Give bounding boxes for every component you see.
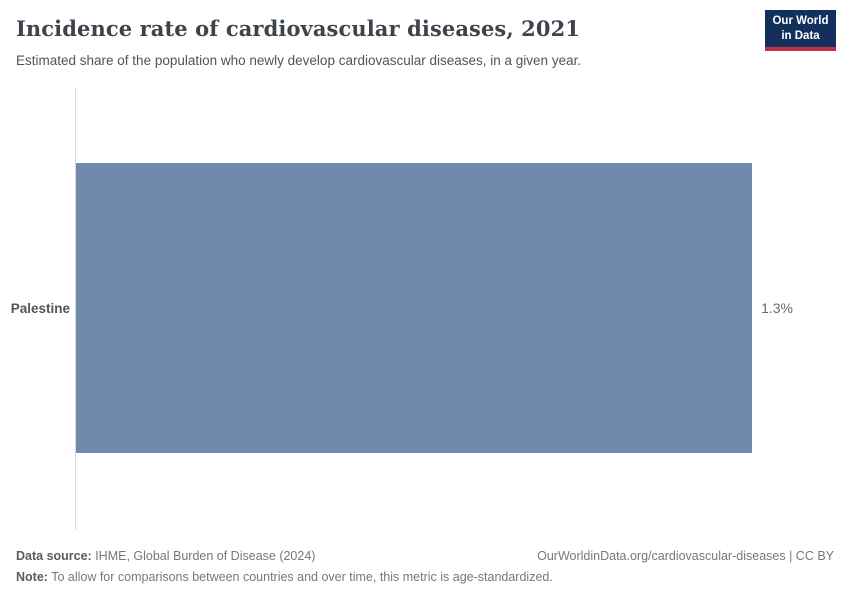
data-source: Data source: IHME, Global Burden of Dise… — [16, 546, 315, 567]
bar-palestine[interactable] — [76, 163, 753, 453]
data-source-value: IHME, Global Burden of Disease (2024) — [91, 549, 316, 563]
y-axis-line — [75, 88, 76, 530]
note-value: To allow for comparisons between countri… — [47, 570, 553, 584]
note-label: Note: — [16, 570, 48, 584]
value-label: 1.3% — [761, 300, 793, 316]
owid-logo-line1: Our World — [772, 15, 829, 28]
owid-logo-line2: in Data — [781, 29, 820, 42]
owid-logo[interactable]: Our World in Data — [765, 10, 836, 51]
chart-title: Incidence rate of cardiovascular disease… — [16, 16, 581, 41]
data-source-label: Data source: — [16, 549, 92, 563]
bar-row: 1.3% — [76, 163, 793, 453]
entity-label-palestine: Palestine — [10, 300, 70, 316]
note: Note: To allow for comparisons between c… — [16, 570, 553, 584]
chart-footer: Data source: IHME, Global Burden of Dise… — [16, 546, 834, 588]
chart-subtitle: Estimated share of the population who ne… — [16, 53, 582, 68]
owid-link[interactable]: OurWorldinData.org/cardiovascular-diseas… — [537, 549, 834, 563]
